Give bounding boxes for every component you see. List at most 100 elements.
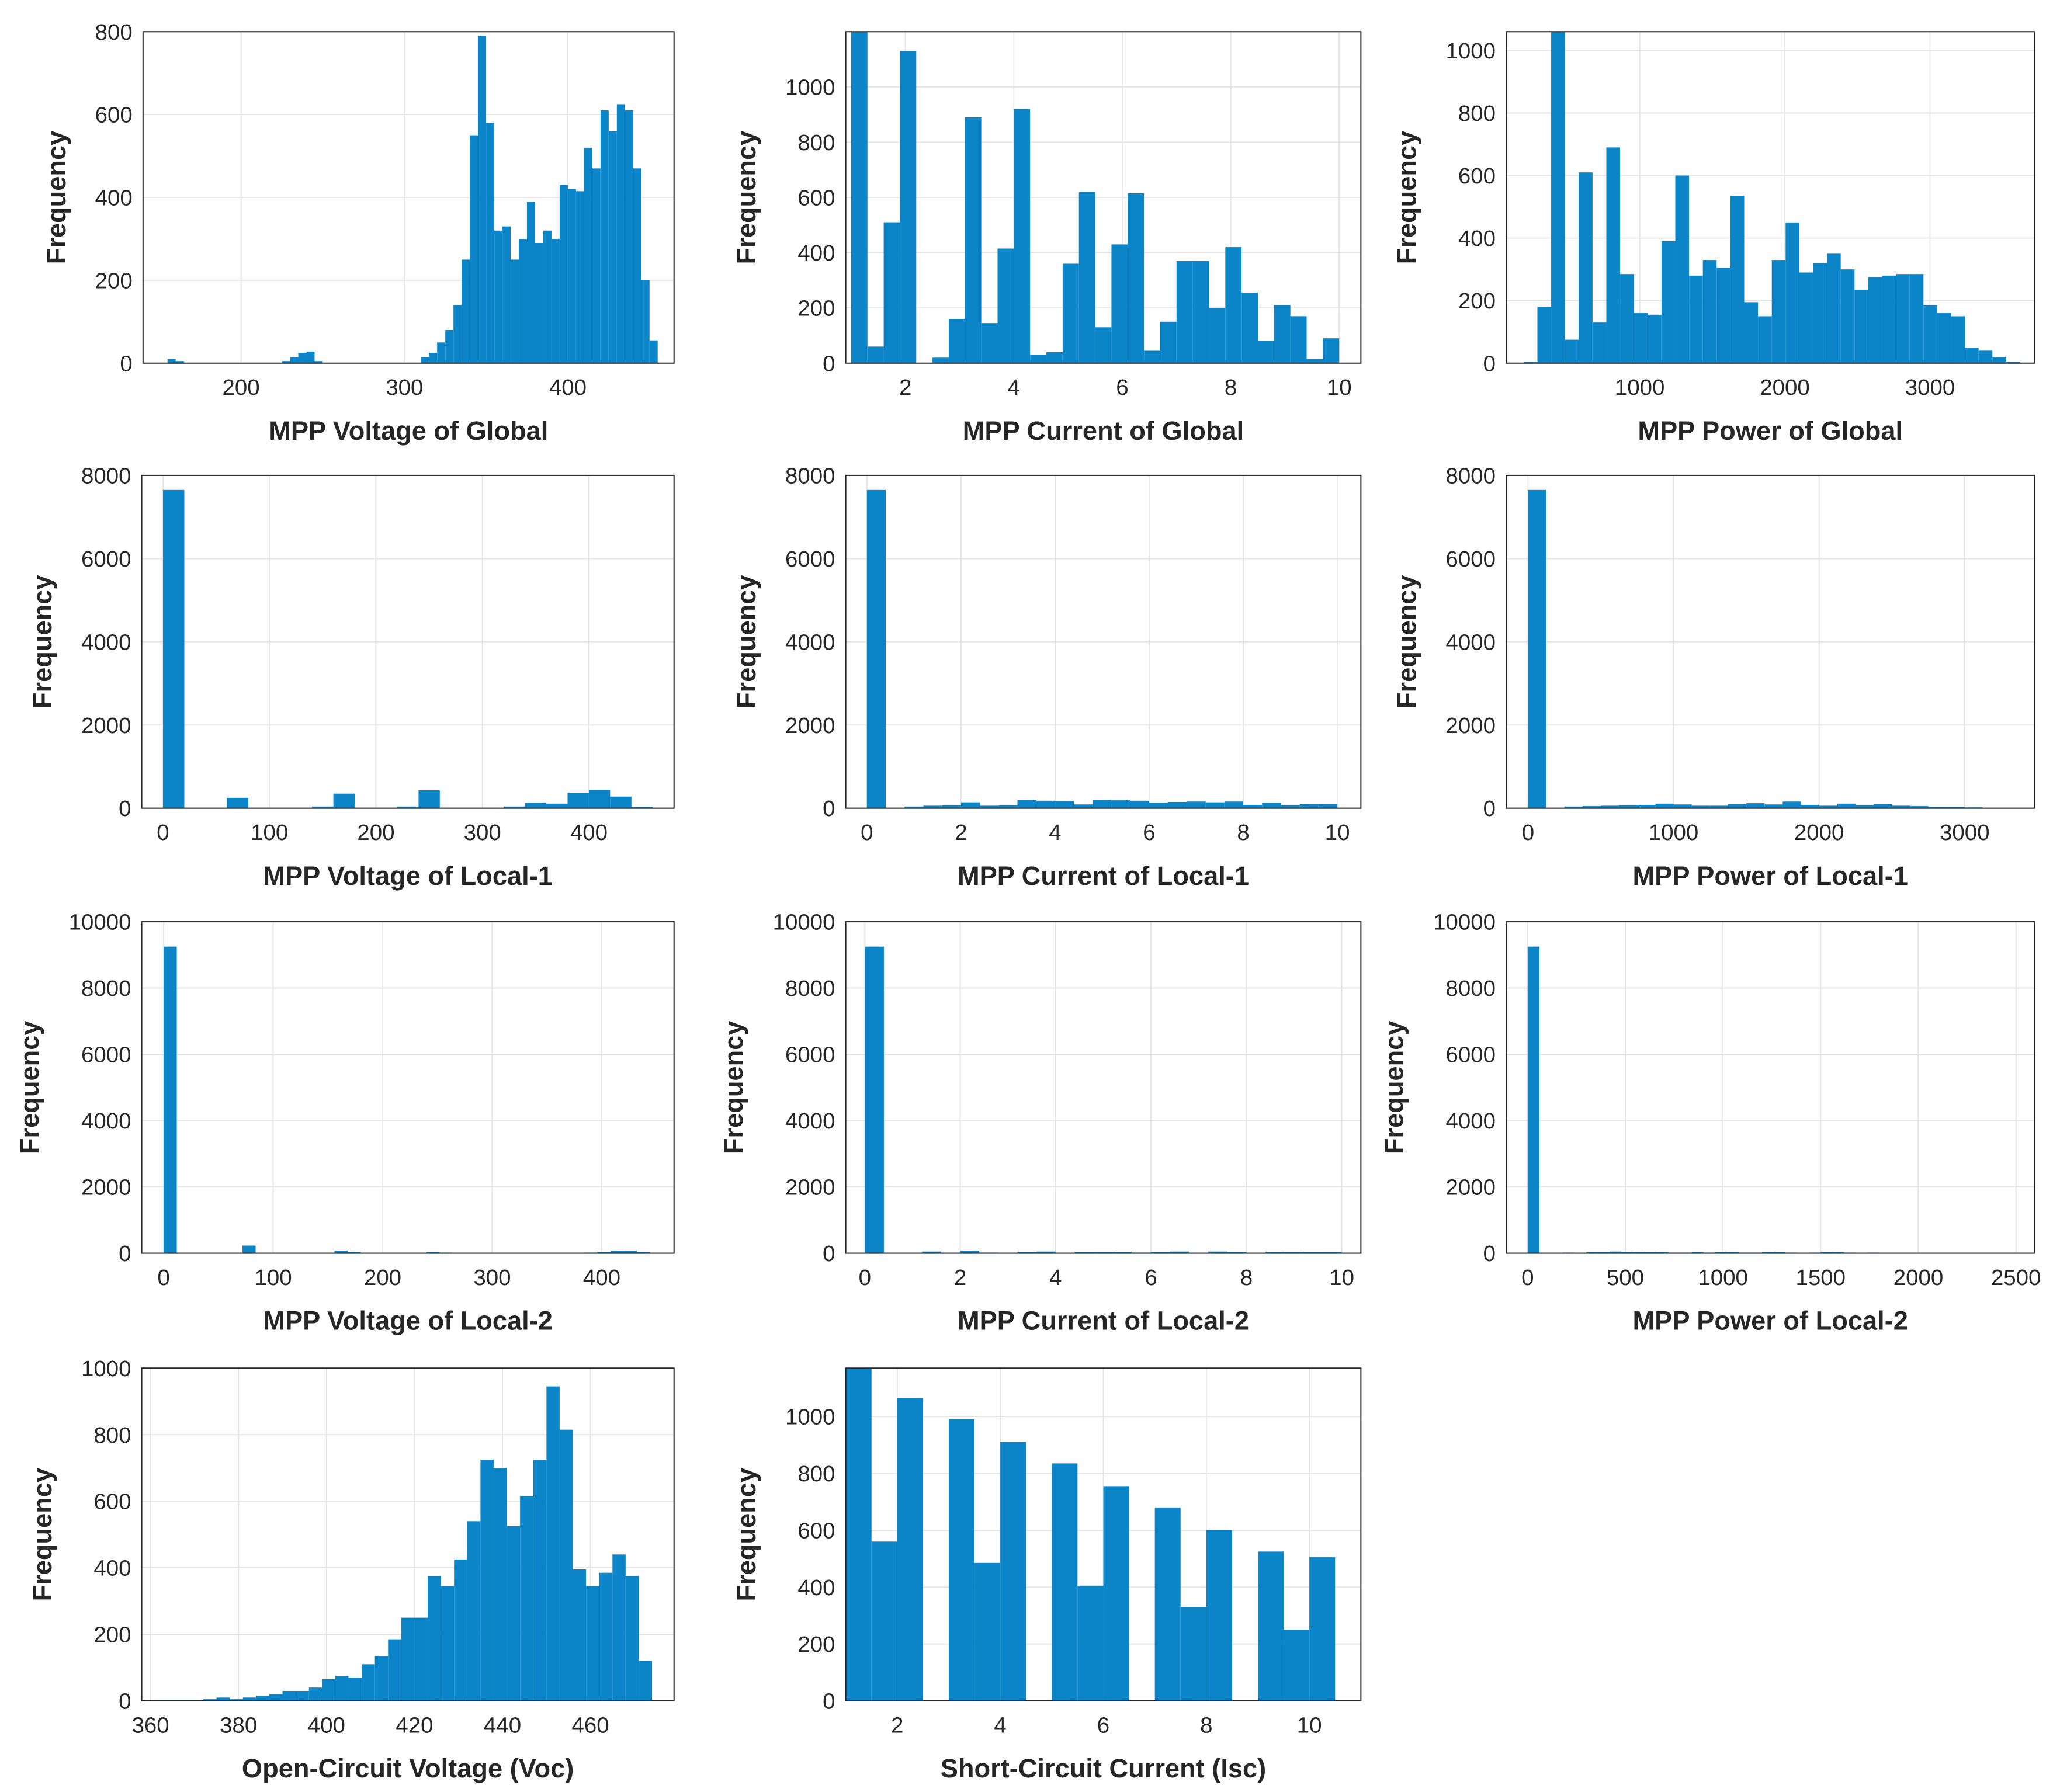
y-tick-label: 200 [797,296,835,321]
y-tick-label: 8000 [1445,976,1495,1001]
subplot: 0 2000 4000 6000 8000 0 1000 2000 3000 MPP Power … [1392,463,2035,891]
bar [897,1398,923,1701]
y-axis-label: Frequency [1392,575,1421,709]
bar [1154,1507,1181,1701]
bar [633,168,641,363]
y-tick-label: 1000 [81,1356,131,1381]
bar [845,1368,872,1701]
bar [1095,327,1112,363]
bar [1951,316,1965,363]
bar [866,489,886,808]
bar [1290,316,1307,363]
bar [322,1679,335,1701]
bar [1928,807,1947,808]
y-tick-label: 400 [95,186,133,211]
y-tick-label: 400 [797,1575,835,1600]
y-tick-label: 800 [1458,101,1496,126]
bar [230,1699,243,1701]
bars [163,489,653,808]
x-tick-label: 10 [1325,820,1350,845]
bar [546,803,568,808]
bars [845,1368,1336,1701]
bar [900,51,917,363]
y-tick-label: 400 [797,241,835,266]
y-tick-label: 600 [797,1518,835,1543]
bar [242,1697,256,1701]
bar [1014,109,1031,363]
bar [306,351,315,363]
bar [269,1694,283,1701]
x-tick-label: 400 [570,820,608,845]
bar [1299,804,1319,808]
bar [418,790,440,808]
bar [1819,805,1837,808]
x-tick-label: 10 [1297,1713,1322,1738]
bars [866,489,1338,808]
y-tick-label: 600 [1458,164,1496,189]
bar [437,342,446,363]
bar [1675,175,1690,363]
x-tick-label: 1000 [1698,1265,1747,1290]
x-tick-label: 0 [157,820,169,845]
bar [631,807,653,808]
bar [1078,192,1095,363]
bar [1673,804,1692,808]
y-tick-label: 4000 [81,630,131,655]
x-tick-label: 8 [1200,1713,1212,1738]
bar [1323,338,1340,363]
bar [1205,802,1225,808]
bar [298,353,307,363]
x-tick-label: 200 [364,1265,401,1290]
y-tick-label: 200 [797,1632,835,1657]
bar [600,110,609,363]
bar [1801,804,1819,808]
y-tick-label: 1000 [785,1405,835,1430]
bar [1619,805,1638,808]
bar [1655,803,1674,808]
bar [256,1696,269,1701]
bar [1896,274,1910,363]
bar [374,1656,389,1701]
y-tick-label: 0 [823,1689,835,1714]
bar [974,1562,1001,1701]
bar [467,1521,481,1701]
bar [1160,321,1177,363]
y-tick-label: 800 [95,20,133,45]
bar [1209,308,1226,363]
x-tick-label: 4 [1049,1265,1062,1290]
bar [1030,355,1047,363]
axes-box [845,1367,1362,1702]
bar [1281,805,1300,808]
x-tick-label: 2000 [1794,820,1844,845]
y-axis-label: Frequency [719,1021,748,1155]
bar [1192,261,1209,363]
bar [1527,946,1539,1253]
bar [1128,193,1145,363]
y-tick-label: 2000 [785,1175,835,1200]
bar [1771,260,1786,363]
bar [1648,314,1662,363]
y-tick-label: 4000 [1445,630,1495,655]
bar [1799,272,1813,363]
bar [1702,260,1717,363]
x-tick-label: 6 [1145,1265,1157,1290]
y-tick-label: 200 [93,1623,131,1648]
bar [625,110,633,363]
y-tick-label: 6000 [81,547,131,572]
bar [1241,293,1258,363]
bar [592,168,601,363]
bar [493,1468,507,1701]
bar [960,1251,980,1253]
y-tick-label: 2000 [1445,713,1495,738]
bar [1565,339,1579,363]
bar [462,259,470,363]
bar [1103,1486,1129,1701]
bar [610,1251,624,1253]
y-axis-label: Frequency [731,1468,761,1602]
bar [1077,1585,1104,1701]
x-tick-label: 1500 [1796,1265,1846,1290]
bar [525,803,547,808]
